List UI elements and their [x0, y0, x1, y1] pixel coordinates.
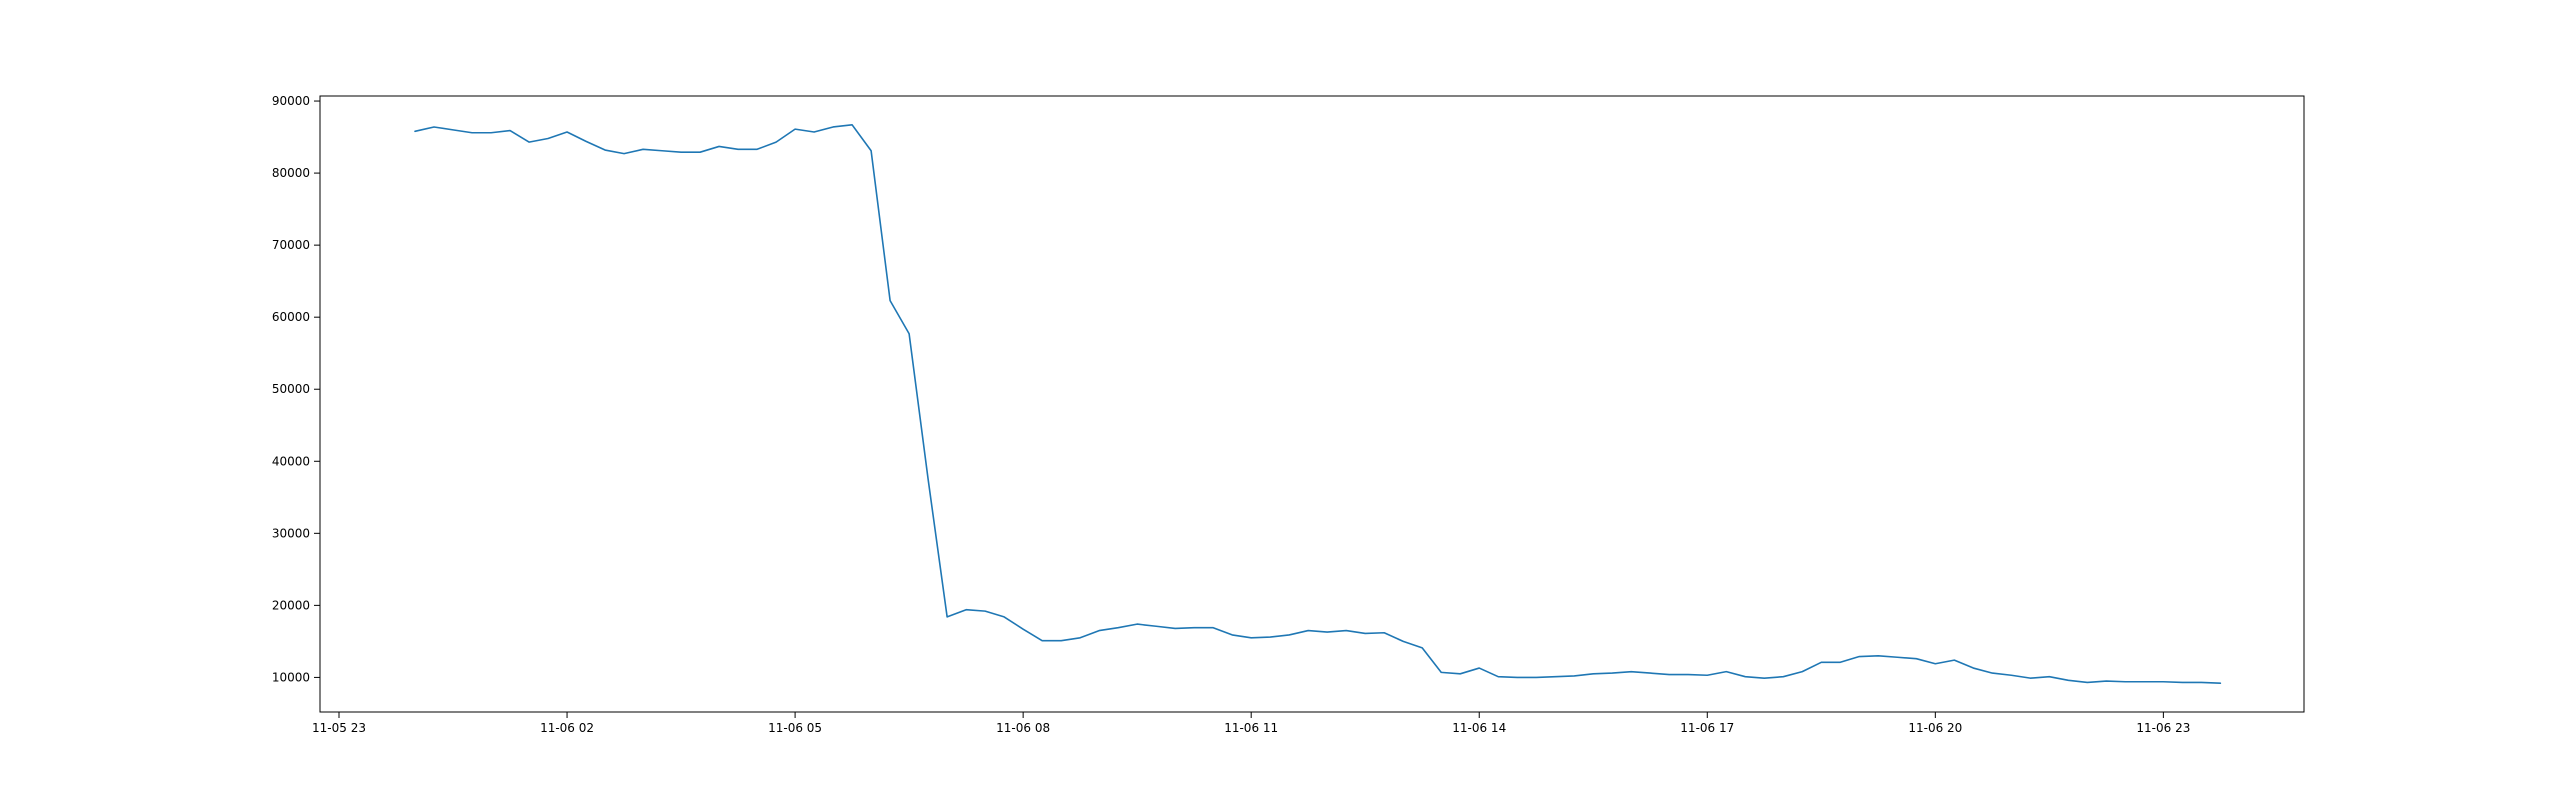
x-tick-label: 11-06 14	[1452, 721, 1506, 735]
x-tick-label: 11-06 17	[1680, 721, 1734, 735]
x-tick-label: 11-06 08	[996, 721, 1050, 735]
x-tick-label: 11-06 23	[2136, 721, 2190, 735]
plot-area	[320, 96, 2304, 712]
y-tick-label: 40000	[272, 454, 310, 468]
series-layer	[414, 124, 2222, 684]
x-tick-label: 11-06 20	[1908, 721, 1962, 735]
x-tick-label: 11-06 02	[540, 721, 594, 735]
x-axis: 11-05 23 11-06 02 11-06 05 11-06 08 11-06 11…	[312, 712, 2190, 735]
y-tick-label: 20000	[272, 598, 310, 612]
y-tick-label: 70000	[272, 238, 310, 252]
x-tick-label: 11-06 05	[768, 721, 822, 735]
y-tick-label: 60000	[272, 310, 310, 324]
x-tick-label: 11-06 11	[1224, 721, 1278, 735]
axes-frame	[319, 95, 2305, 713]
y-tick-label: 80000	[272, 166, 310, 180]
series-line-0	[414, 124, 2222, 684]
x-tick-label: 11-05 23	[312, 721, 366, 735]
y-tick-label: 50000	[272, 382, 310, 396]
y-tick-label: 30000	[272, 526, 310, 540]
y-tick-label: 90000	[272, 94, 310, 108]
y-tick-label: 10000	[272, 670, 310, 684]
y-axis: 10000 20000 30000 40000 50000 60000 70000 80000…	[272, 94, 320, 684]
